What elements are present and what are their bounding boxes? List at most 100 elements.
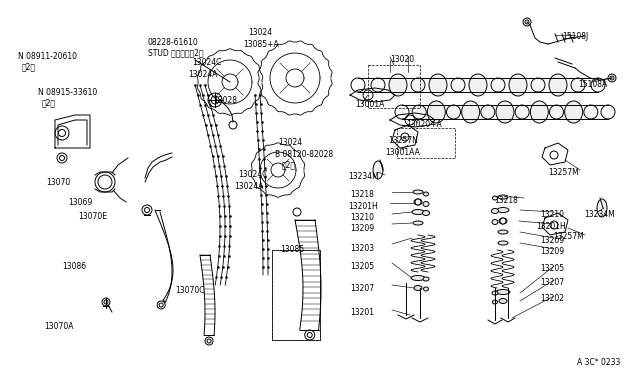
- Ellipse shape: [493, 300, 497, 304]
- Text: 13201H: 13201H: [348, 202, 378, 211]
- Text: 13205: 13205: [350, 262, 374, 271]
- Circle shape: [571, 78, 585, 92]
- Text: 13201H: 13201H: [536, 222, 566, 231]
- Ellipse shape: [422, 211, 429, 215]
- Text: 13070A: 13070A: [44, 322, 74, 331]
- Ellipse shape: [509, 74, 527, 96]
- Ellipse shape: [373, 161, 383, 179]
- Text: 13234M: 13234M: [348, 172, 379, 181]
- Ellipse shape: [492, 219, 498, 224]
- Text: 13205: 13205: [540, 264, 564, 273]
- Text: （2）: （2）: [22, 62, 36, 71]
- Text: B 08120-82028: B 08120-82028: [275, 150, 333, 159]
- Text: 13024: 13024: [248, 28, 272, 37]
- Ellipse shape: [492, 208, 499, 214]
- Text: 13085+A: 13085+A: [243, 40, 279, 49]
- Text: 13020: 13020: [390, 55, 414, 64]
- Circle shape: [447, 105, 461, 119]
- Ellipse shape: [492, 291, 498, 295]
- Text: 13024: 13024: [278, 138, 302, 147]
- Text: 13207: 13207: [350, 284, 374, 293]
- Ellipse shape: [413, 221, 423, 225]
- Ellipse shape: [531, 101, 548, 123]
- Ellipse shape: [498, 241, 508, 245]
- Ellipse shape: [389, 74, 407, 96]
- Text: （2）: （2）: [42, 98, 56, 107]
- Ellipse shape: [428, 101, 445, 123]
- Circle shape: [451, 78, 465, 92]
- Ellipse shape: [496, 289, 510, 295]
- Circle shape: [550, 105, 563, 119]
- Circle shape: [500, 218, 506, 224]
- Text: （2）: （2）: [282, 160, 296, 169]
- Circle shape: [415, 199, 421, 205]
- Ellipse shape: [414, 199, 422, 205]
- Ellipse shape: [497, 208, 509, 212]
- Ellipse shape: [414, 285, 422, 291]
- Text: 13024A: 13024A: [234, 182, 264, 191]
- Text: 13218: 13218: [494, 196, 518, 205]
- Ellipse shape: [493, 196, 497, 200]
- Text: 13201: 13201: [350, 308, 374, 317]
- Ellipse shape: [496, 101, 514, 123]
- Text: 13218: 13218: [350, 190, 374, 199]
- Circle shape: [371, 78, 385, 92]
- Text: 13257N: 13257N: [388, 136, 418, 145]
- Circle shape: [491, 78, 505, 92]
- Ellipse shape: [424, 192, 429, 196]
- Text: N 08911-20610: N 08911-20610: [18, 52, 77, 61]
- Text: 13070E: 13070E: [78, 212, 107, 221]
- Text: 13024A: 13024A: [188, 70, 218, 79]
- Ellipse shape: [499, 218, 507, 224]
- Ellipse shape: [498, 195, 508, 199]
- Circle shape: [412, 105, 426, 119]
- Text: 13210: 13210: [540, 210, 564, 219]
- Ellipse shape: [564, 101, 582, 123]
- Text: 15108A: 15108A: [578, 80, 607, 89]
- Ellipse shape: [429, 74, 447, 96]
- Text: 13069: 13069: [68, 198, 92, 207]
- Text: 13209: 13209: [540, 247, 564, 256]
- Ellipse shape: [423, 277, 429, 281]
- Text: 13001A: 13001A: [355, 100, 385, 109]
- Text: 13234M: 13234M: [584, 210, 615, 219]
- Ellipse shape: [597, 199, 607, 217]
- Text: 13028: 13028: [213, 96, 237, 105]
- Text: 13207: 13207: [540, 278, 564, 287]
- Ellipse shape: [413, 190, 423, 194]
- Ellipse shape: [424, 287, 429, 291]
- Text: 13203: 13203: [350, 244, 374, 253]
- Text: 13086: 13086: [62, 262, 86, 271]
- Text: 13257M: 13257M: [553, 232, 584, 241]
- Text: 13202: 13202: [540, 294, 564, 303]
- Text: 13085: 13085: [280, 245, 304, 254]
- Text: N 08915-33610: N 08915-33610: [38, 88, 97, 97]
- Ellipse shape: [549, 74, 567, 96]
- Circle shape: [584, 105, 598, 119]
- Text: 13209: 13209: [350, 224, 374, 233]
- Text: 13020+A: 13020+A: [406, 120, 442, 129]
- Ellipse shape: [412, 209, 424, 215]
- Ellipse shape: [499, 298, 507, 304]
- Text: 13001AA: 13001AA: [385, 148, 420, 157]
- Text: A 3C* 0233: A 3C* 0233: [577, 358, 620, 367]
- Text: 13209: 13209: [540, 236, 564, 245]
- Ellipse shape: [461, 101, 479, 123]
- Circle shape: [531, 78, 545, 92]
- Circle shape: [515, 105, 529, 119]
- Text: 13024C: 13024C: [192, 58, 221, 67]
- Ellipse shape: [423, 202, 429, 206]
- Text: 13070C: 13070C: [175, 286, 205, 295]
- Circle shape: [481, 105, 495, 119]
- Ellipse shape: [498, 230, 508, 234]
- Text: 13070: 13070: [46, 178, 70, 187]
- Ellipse shape: [411, 276, 425, 280]
- Text: 13024C: 13024C: [238, 170, 268, 179]
- Text: 08228-61610: 08228-61610: [148, 38, 199, 47]
- Ellipse shape: [469, 74, 487, 96]
- Circle shape: [411, 78, 425, 92]
- Text: 13210: 13210: [350, 213, 374, 222]
- Text: 13257M: 13257M: [548, 168, 579, 177]
- Text: STUD スタッド（2）: STUD スタッド（2）: [148, 48, 204, 57]
- Text: 15108J: 15108J: [562, 32, 588, 41]
